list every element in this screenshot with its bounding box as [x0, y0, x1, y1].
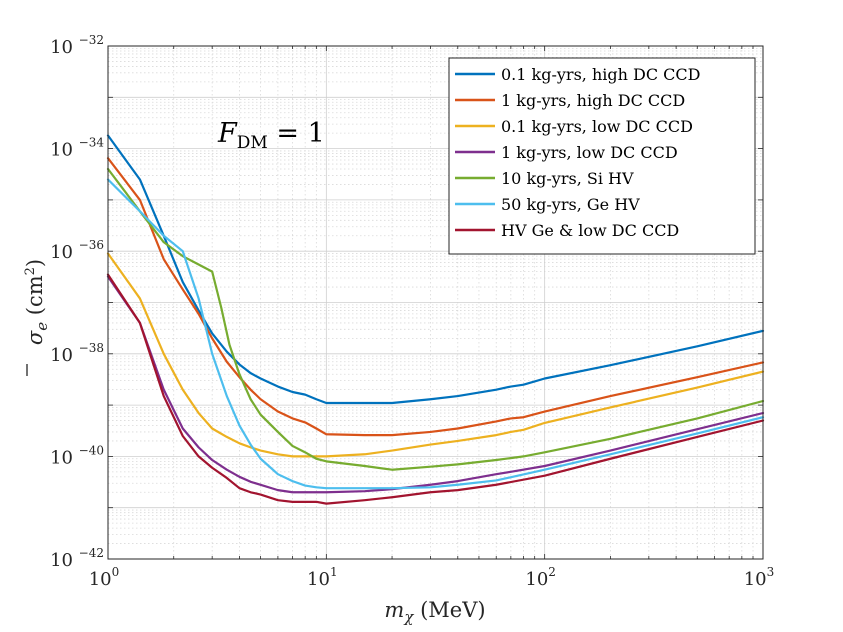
- y-tick-label: 10 −34: [50, 136, 104, 161]
- y-tick-label: 10 −38: [50, 341, 104, 366]
- legend-label-1: 0.1 kg-yrs, high DC CCD: [501, 65, 700, 84]
- y-tick-label: 10 −42: [50, 546, 104, 571]
- x-tick-base: 10: [744, 569, 767, 590]
- x-tick-label: 100: [89, 565, 120, 590]
- legend-label-2: 1 kg-yrs, high DC CCD: [501, 91, 685, 110]
- y-axis-label-group: σe (cm2): [23, 259, 51, 376]
- x-tick-label: 103: [744, 565, 775, 590]
- annotation: FDM = 1: [217, 118, 325, 153]
- y-axis-subscript: e: [33, 322, 51, 331]
- x-tick-base: 10: [89, 569, 112, 590]
- y-tick-base: 10: [50, 550, 73, 571]
- x-tick-exp: 2: [548, 565, 556, 579]
- y-axis-unit-close: ): [23, 259, 47, 267]
- y-tick-base: 10: [50, 37, 73, 58]
- x-tick-base: 10: [307, 569, 330, 590]
- x-axis-symbol: m: [384, 598, 404, 622]
- annotation-prefix: F: [217, 118, 238, 149]
- legend-label-4: 1 kg-yrs, low DC CCD: [501, 143, 678, 162]
- axis-ticks: [107, 45, 764, 560]
- x-axis-label: mχ (MeV): [384, 598, 485, 626]
- y-axis-unit-open: (cm: [23, 275, 47, 322]
- x-tick-label: 101: [307, 565, 338, 590]
- y-tick-exp: −42: [79, 546, 104, 560]
- legend-label-5: 10 kg-yrs, Si HV: [501, 169, 634, 188]
- legend-box: [448, 57, 756, 255]
- legend-label-6: 50 kg-yrs, Ge HV: [501, 195, 640, 214]
- y-tick-labels: 10 −42 10 −40 10 −38 10 −36 10 −34 10 −32: [50, 33, 104, 571]
- x-tick-exp: 1: [330, 565, 338, 579]
- y-tick-label: 10 −36: [50, 238, 104, 263]
- legend: 0.1 kg-yrs, high DC CCD 1 kg-yrs, high DC…: [448, 57, 756, 255]
- y-axis-unit-exp: 2: [23, 267, 38, 275]
- series-line-5: [106, 167, 765, 471]
- x-tick-exp: 3: [767, 565, 775, 579]
- y-tick-exp: −38: [79, 341, 104, 355]
- annotation-suffix: = 1: [268, 118, 325, 149]
- y-tick-exp: −34: [79, 136, 105, 150]
- x-tick-exp: 0: [112, 565, 120, 579]
- y-tick-label: 10 −32: [50, 33, 104, 58]
- y-tick-label: 10 −40: [50, 443, 104, 468]
- x-axis-unit: (MeV): [413, 598, 485, 622]
- series-line-7: [106, 273, 765, 505]
- series-layer: [106, 134, 765, 505]
- series-line-3: [106, 252, 765, 458]
- y-tick-base: 10: [50, 242, 73, 263]
- annotation-subscript: DM: [237, 133, 268, 153]
- series-line-1: [106, 134, 765, 405]
- y-tick-base: 10: [50, 345, 73, 366]
- legend-items: 0.1 kg-yrs, high DC CCD 1 kg-yrs, high DC…: [455, 65, 700, 240]
- x-tick-base: 10: [525, 569, 548, 590]
- legend-label-7: HV Ge & low DC CCD: [501, 221, 679, 240]
- series-line-6: [106, 178, 765, 490]
- series-line-2: [106, 157, 765, 437]
- y-axis-label: σe (cm2): [23, 259, 51, 345]
- x-tick-labels: 100 101 102 103: [89, 565, 775, 590]
- y-tick-base: 10: [50, 447, 73, 468]
- series-line-4: [106, 275, 765, 494]
- y-tick-exp: −36: [79, 238, 104, 252]
- x-axis-subscript: χ: [403, 608, 414, 626]
- legend-label-3: 0.1 kg-yrs, low DC CCD: [501, 117, 693, 136]
- x-tick-label: 102: [525, 565, 556, 590]
- y-axis-symbol: σ: [23, 330, 47, 345]
- y-tick-exp: −40: [79, 443, 104, 457]
- y-tick-exp: −32: [79, 33, 104, 47]
- y-tick-base: 10: [50, 140, 73, 161]
